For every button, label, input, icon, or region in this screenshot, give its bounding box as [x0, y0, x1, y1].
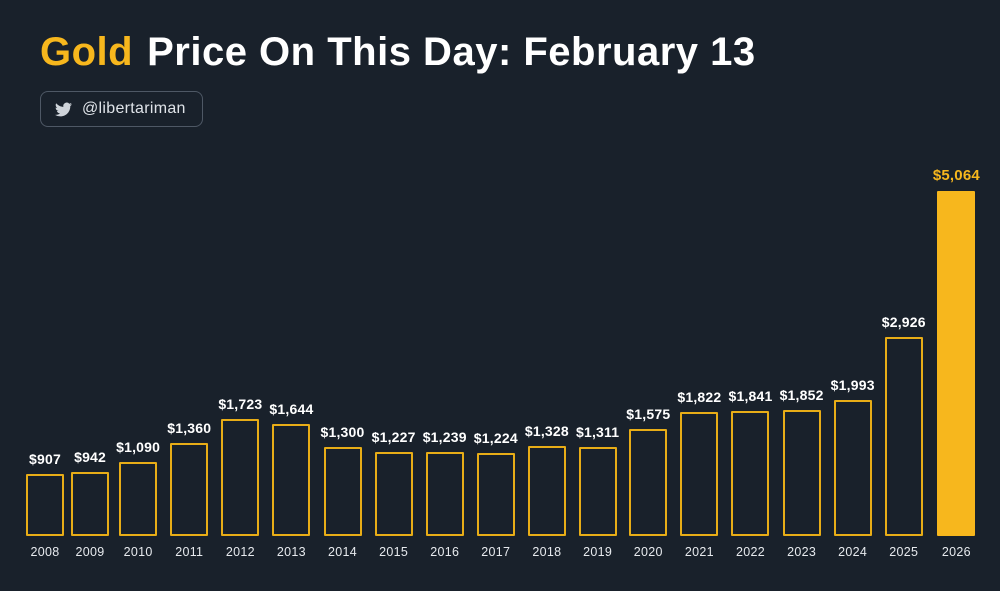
bar-group-2024: $1,993 2024 — [831, 377, 875, 559]
bar-value-label: $1,852 — [779, 387, 824, 403]
bar-value-label: $1,239 — [422, 429, 467, 445]
bar-value-label: $1,841 — [728, 388, 773, 404]
x-tick-label: 2018 — [532, 545, 562, 559]
bar-2013 — [272, 424, 311, 536]
bar-value-label: $1,575 — [626, 406, 671, 422]
bar-group-2014: $1,300 2014 — [321, 424, 365, 559]
x-tick-label: 2026 — [941, 545, 971, 559]
bar-2018 — [527, 446, 566, 536]
x-tick-label: 2023 — [787, 545, 817, 559]
bar-2009 — [71, 472, 110, 536]
header: Gold Price On This Day: February 13 @libe… — [40, 30, 756, 127]
bar-value-label: $907 — [29, 451, 61, 467]
bar-group-2010: $1,090 2010 — [116, 439, 160, 559]
bar-2016 — [425, 452, 464, 536]
bar-value-label: $1,328 — [524, 423, 569, 439]
bar-2020 — [629, 429, 668, 536]
title-highlight: Gold — [40, 30, 134, 74]
x-tick-label: 2010 — [123, 545, 153, 559]
bar-2011 — [170, 443, 209, 536]
bar-2026 — [937, 191, 976, 536]
bar-value-label: $1,300 — [320, 424, 365, 440]
bar-value-label: $1,360 — [167, 420, 212, 436]
bar-value-label: $2,926 — [881, 314, 926, 330]
bar-value-label: $1,723 — [218, 396, 263, 412]
bar-group-2009: $942 2009 — [71, 449, 110, 559]
bar-value-label: $942 — [74, 449, 107, 465]
x-tick-label: 2025 — [889, 545, 919, 559]
x-tick-label: 2016 — [430, 545, 460, 559]
bar-2015 — [374, 452, 413, 536]
twitter-handle-badge[interactable]: @libertariman — [40, 91, 203, 127]
page-title: Gold Price On This Day: February 13 — [40, 30, 756, 75]
bar-2010 — [119, 462, 158, 536]
x-tick-label: 2020 — [633, 545, 663, 559]
bar-2008 — [26, 474, 64, 536]
bar-group-2022: $1,841 2022 — [728, 388, 772, 559]
bar-group-2025: $2,926 2025 — [882, 314, 926, 559]
x-tick-label: 2019 — [583, 545, 613, 559]
bar-group-2012: $1,723 2012 — [218, 396, 262, 559]
bar-group-2019: $1,311 2019 — [576, 424, 619, 559]
bar-group-2021: $1,822 2021 — [677, 389, 721, 559]
x-tick-label: 2015 — [379, 545, 409, 559]
bar-group-2008: $907 2008 — [26, 451, 64, 559]
bar-2019 — [578, 447, 617, 536]
x-tick-label: 2009 — [75, 545, 105, 559]
bar-value-label: $1,227 — [371, 429, 416, 445]
bar-2022 — [731, 411, 770, 536]
bar-group-2020: $1,575 2020 — [626, 406, 670, 559]
bar-chart: $907 2008 $942 2009 $1,090 2010 $1,360 2011 $1,7… — [26, 167, 980, 559]
bar-group-2018: $1,328 2018 — [525, 423, 569, 559]
bar-group-2023: $1,852 2023 — [780, 387, 824, 559]
bar-2014 — [323, 447, 362, 536]
x-tick-label: 2014 — [328, 545, 358, 559]
bar-group-2011: $1,360 2011 — [167, 420, 211, 559]
x-tick-label: 2022 — [735, 545, 765, 559]
bar-value-label: $1,822 — [677, 389, 722, 405]
x-tick-label: 2008 — [30, 545, 60, 559]
bar-value-label: $1,090 — [116, 439, 161, 455]
twitter-handle-label: @libertariman — [82, 100, 186, 117]
x-tick-label: 2021 — [684, 545, 714, 559]
twitter-icon — [55, 101, 72, 118]
bar-value-label: $1,224 — [473, 430, 518, 446]
bar-value-label: $1,993 — [830, 377, 875, 393]
bar-group-2017: $1,224 2017 — [474, 430, 518, 559]
bar-group-2026: $5,064 2026 — [933, 167, 980, 559]
x-tick-label: 2012 — [225, 545, 255, 559]
bar-group-2013: $1,644 2013 — [269, 401, 313, 559]
x-tick-label: 2017 — [481, 545, 511, 559]
bar-2017 — [476, 453, 515, 536]
bar-group-2016: $1,239 2016 — [423, 429, 467, 559]
x-tick-label: 2011 — [175, 545, 204, 559]
title-rest: Price On This Day: February 13 — [147, 30, 756, 74]
bar-value-label: $1,644 — [269, 401, 314, 417]
x-tick-label: 2013 — [276, 545, 306, 559]
bar-group-2015: $1,227 2015 — [372, 429, 416, 559]
bar-2021 — [680, 412, 719, 536]
bar-2023 — [782, 410, 821, 536]
bar-value-label: $5,064 — [932, 167, 980, 184]
bar-2024 — [833, 400, 872, 536]
bar-value-label: $1,311 — [575, 424, 620, 440]
bar-2012 — [221, 419, 260, 536]
x-tick-label: 2024 — [838, 545, 868, 559]
bar-2025 — [884, 337, 923, 536]
